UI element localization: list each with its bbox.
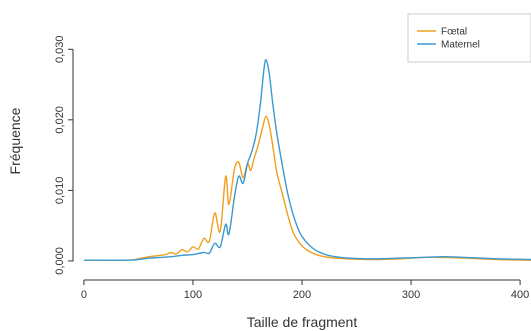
x-tick-label: 300: [402, 289, 420, 301]
y-axis-ticks: 0,000 0,010 0,020 0,030: [54, 36, 73, 275]
y-tick-label: 0,020: [54, 106, 66, 134]
x-tick-label: 100: [184, 289, 202, 301]
series-line-foetal: [83, 115, 531, 262]
legend: Fœtal Maternel: [407, 13, 531, 63]
x-tick-label: 200: [293, 289, 311, 301]
y-axis-title: Fréquence: [7, 107, 23, 174]
legend-label-foetal: Fœtal: [441, 27, 467, 38]
series-layer: [83, 59, 531, 262]
legend-box: [407, 13, 531, 63]
series-line-maternel: [83, 59, 531, 261]
y-tick-label: 0,030: [54, 36, 66, 64]
x-axis-ticks: 0 100 200 300 400: [81, 280, 529, 301]
y-tick-label: 0,010: [54, 177, 66, 205]
y-tick-label: 0,000: [54, 247, 66, 275]
x-axis-title: Taille de fragment: [247, 314, 358, 330]
x-tick-label: 400: [511, 289, 529, 301]
x-tick-label: 0: [81, 289, 87, 301]
legend-label-maternel: Maternel: [441, 40, 480, 51]
